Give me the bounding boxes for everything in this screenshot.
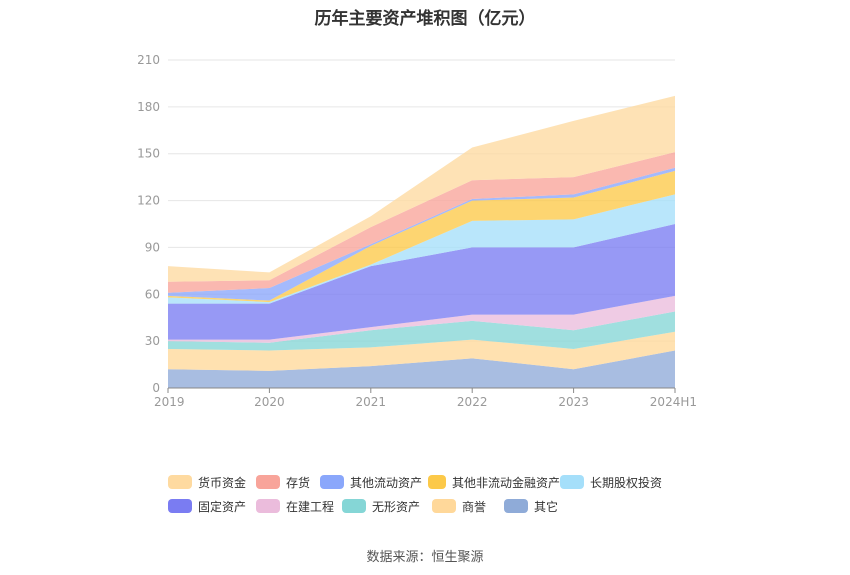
area-series-固定资产	[168, 224, 675, 340]
area-series-其他非流动金融资产	[168, 170, 675, 303]
x-tick-label: 2020	[254, 395, 285, 409]
legend-label: 其他流动资产	[350, 475, 423, 490]
legend-label: 商誉	[462, 499, 487, 514]
legend-label: 在建工程	[286, 499, 335, 514]
y-tick-label: 210	[137, 53, 160, 67]
legend: 货币资金 存货 其他流动资产 其他非流动金融资产 长期股权投资 固定资产 在建工程 无形资产…	[168, 470, 728, 518]
data-source-note: 数据来源：恒生聚源	[366, 550, 484, 565]
y-tick-label: 90	[145, 240, 160, 254]
legend-item[interactable]: 货币资金	[168, 474, 256, 491]
legend-swatch	[256, 499, 280, 513]
legend-item[interactable]: 其他非流动金融资产	[428, 474, 560, 491]
legend-row: 货币资金 存货 其他流动资产 其他非流动金融资产 长期股权投资	[168, 470, 728, 494]
legend-item[interactable]: 固定资产	[168, 498, 256, 515]
area-series-其它	[168, 350, 675, 388]
x-tick-label: 2024H1	[650, 395, 697, 409]
axes: 0 30 60 90 120 150 180 210 2019 2020 2021 2022 2023 2…	[137, 53, 697, 409]
y-tick-label: 0	[152, 381, 160, 395]
legend-item[interactable]: 其他流动资产	[320, 474, 428, 491]
legend-item[interactable]: 存货	[256, 474, 320, 491]
legend-label: 货币资金	[198, 475, 247, 490]
area-series-在建工程	[168, 295, 675, 343]
legend-swatch	[428, 475, 446, 489]
legend-swatch	[320, 475, 344, 489]
legend-swatch	[168, 475, 192, 489]
legend-row: 固定资产 在建工程 无形资产 商誉 其它	[168, 494, 728, 518]
chart-title: 历年主要资产堆积图（亿元）	[314, 9, 536, 29]
legend-item[interactable]: 在建工程	[256, 498, 342, 515]
y-tick-label: 120	[137, 194, 160, 208]
y-tick-label: 30	[145, 334, 160, 348]
x-tick-label: 2022	[457, 395, 488, 409]
legend-item[interactable]: 其它	[504, 498, 564, 515]
legend-swatch	[432, 499, 456, 513]
x-tick-label: 2019	[154, 395, 185, 409]
legend-label: 无形资产	[372, 499, 421, 514]
legend-swatch	[504, 499, 528, 513]
x-tick-label: 2021	[356, 395, 387, 409]
legend-label: 其它	[534, 499, 559, 514]
area-series-存货	[168, 152, 675, 293]
area-series-长期股权投资	[168, 194, 675, 304]
legend-swatch	[168, 499, 192, 513]
legend-item[interactable]: 长期股权投资	[560, 474, 680, 491]
legend-label: 固定资产	[198, 499, 247, 514]
y-tick-label: 180	[137, 100, 160, 114]
y-tick-label: 150	[137, 147, 160, 161]
legend-swatch	[256, 475, 280, 489]
legend-swatch	[342, 499, 366, 513]
area-series-无形资产	[168, 311, 675, 351]
y-tick-label: 60	[145, 287, 160, 301]
legend-swatch	[560, 475, 584, 489]
area-series-商誉	[168, 331, 675, 371]
x-tick-label: 2023	[558, 395, 589, 409]
legend-label: 存货	[286, 475, 311, 490]
legend-label: 其他非流动金融资产	[451, 475, 560, 490]
legend-item[interactable]: 无形资产	[342, 498, 432, 515]
area-series	[168, 95, 675, 388]
legend-label: 长期股权投资	[590, 475, 663, 490]
legend-item[interactable]: 商誉	[432, 498, 504, 515]
area-series-货币资金	[168, 95, 675, 282]
